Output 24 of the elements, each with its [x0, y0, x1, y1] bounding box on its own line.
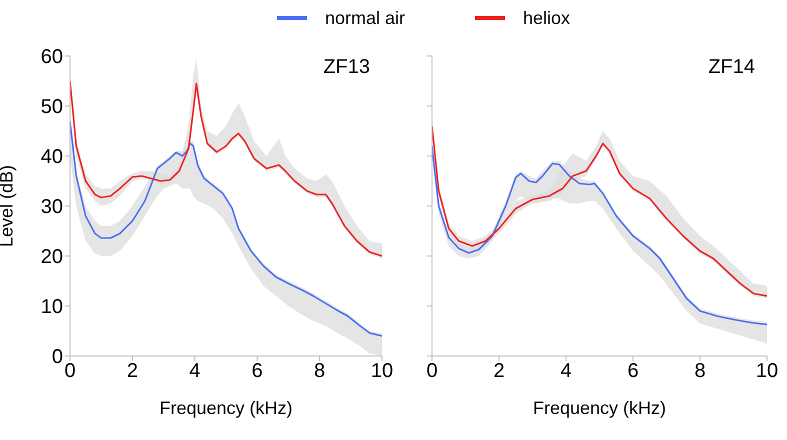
- x-axis-title: Frequency (kHz): [159, 398, 293, 418]
- y-tick-label: 60: [40, 46, 63, 68]
- y-tick-label: 10: [40, 296, 63, 318]
- legend-label: normal air: [324, 8, 405, 28]
- x-tick-label: 8: [314, 360, 326, 382]
- y-tick-label: 40: [40, 146, 63, 168]
- x-tick-label: 2: [126, 360, 138, 382]
- x-tick-label: 6: [252, 360, 263, 382]
- x-tick-label: 10: [756, 360, 778, 382]
- chart-title: ZF13: [323, 56, 370, 79]
- x-axis-title: Frequency (kHz): [532, 398, 666, 418]
- x-tick-label: 2: [493, 360, 505, 382]
- y-tick-label: 30: [40, 196, 63, 218]
- x-tick-label: 0: [426, 360, 438, 382]
- y-tick-label: 0: [52, 346, 63, 368]
- x-tick-label: 4: [189, 360, 200, 382]
- x-tick-label: 6: [627, 360, 639, 382]
- chart-title: ZF14: [708, 56, 755, 79]
- legend-label: heliox: [523, 8, 570, 28]
- x-tick-label: 4: [560, 360, 572, 382]
- y-tick-label: 50: [40, 96, 63, 118]
- y-tick-label: 20: [40, 246, 63, 268]
- x-tick-label: 8: [694, 360, 706, 382]
- x-tick-label: 10: [370, 360, 394, 382]
